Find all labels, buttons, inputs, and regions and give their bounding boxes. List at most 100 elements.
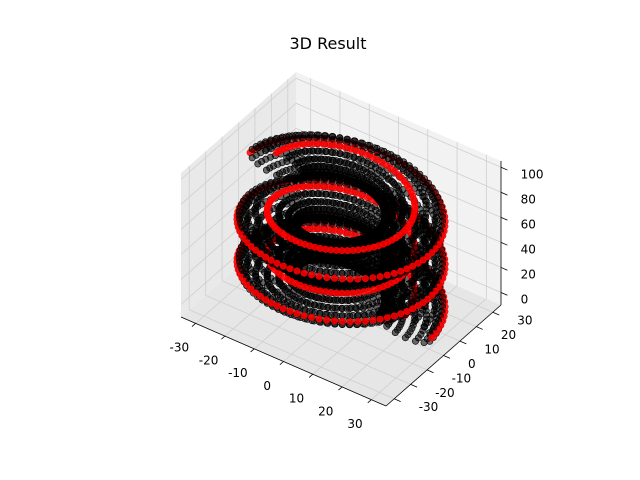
point-black: [415, 173, 423, 181]
point-black: [394, 161, 402, 169]
point-black: [384, 155, 392, 163]
point-red: [376, 315, 384, 323]
point-black: [310, 258, 318, 266]
point-red: [308, 313, 316, 321]
point-black: [359, 304, 367, 312]
point-red: [267, 299, 275, 307]
point-red: [361, 274, 369, 282]
point-black: [290, 295, 298, 303]
grid-y-floor: [205, 294, 411, 385]
point-black: [299, 172, 307, 180]
point-black: [290, 253, 298, 261]
point-red: [330, 274, 338, 282]
point-red: [279, 305, 287, 313]
point-black: [291, 160, 299, 168]
point-red: [369, 274, 377, 282]
point-red: [330, 317, 338, 325]
point-black: [338, 297, 346, 305]
point-black: [297, 255, 305, 263]
point-red: [323, 273, 331, 281]
y-tick-mark: [426, 369, 434, 374]
point-red: [256, 292, 264, 300]
point-black: [303, 257, 311, 265]
z-tick-label: 20: [521, 268, 536, 282]
y-tick-mark: [459, 340, 467, 345]
point-black: [361, 144, 369, 152]
x-tick-mark: [221, 335, 226, 340]
point-black: [357, 253, 365, 261]
point-black: [305, 134, 313, 142]
x-tick-label: -10: [228, 366, 248, 380]
x-tick-mark: [338, 386, 343, 391]
point-black: [301, 248, 309, 256]
point-black: [303, 299, 311, 307]
point-black: [313, 294, 321, 302]
point-black: [391, 328, 399, 336]
point-red: [419, 299, 427, 307]
point-black: [262, 145, 270, 153]
point-red: [279, 262, 287, 270]
z-tick-label: 80: [521, 192, 536, 206]
point-red: [428, 334, 436, 342]
point-black: [369, 252, 377, 260]
x-tick-label: 0: [263, 379, 271, 393]
point-black: [382, 308, 390, 316]
point-black: [278, 291, 286, 299]
point-red: [346, 275, 354, 283]
point-black: [373, 260, 381, 268]
point-black: [248, 145, 256, 153]
point-black: [352, 262, 360, 270]
x-tick-label: -30: [169, 341, 189, 355]
point-black: [291, 176, 299, 184]
data-points: [233, 131, 449, 346]
y-tick-label: -10: [452, 371, 472, 385]
point-black: [317, 302, 325, 310]
point-red: [376, 273, 384, 281]
point-black: [411, 337, 419, 345]
point-black: [319, 252, 327, 260]
point-black: [351, 254, 359, 262]
z-tick-mark: [500, 292, 508, 296]
z-tick-label: 60: [521, 218, 536, 232]
point-black: [389, 264, 397, 272]
point-black: [375, 250, 383, 258]
point-black: [367, 146, 375, 154]
point-red: [414, 259, 422, 267]
point-black: [317, 260, 325, 268]
y-tick-mark: [476, 326, 483, 330]
grid-z-back: [295, 77, 502, 168]
point-red: [390, 312, 398, 320]
point-red: [360, 245, 368, 253]
point-black: [411, 316, 419, 324]
point-red: [397, 310, 405, 318]
point-red: [338, 317, 346, 325]
z-tick-label: 0: [521, 293, 529, 307]
y-tick-label: 20: [501, 328, 516, 342]
point-red: [409, 305, 417, 313]
x-tick-mark: [191, 323, 196, 327]
point-black: [284, 251, 292, 259]
point-red: [360, 288, 368, 296]
point-black: [356, 240, 364, 248]
grid-z-left: [180, 77, 297, 180]
point-black: [297, 298, 305, 306]
point-red: [273, 149, 281, 157]
point-red: [338, 275, 346, 283]
point-black: [392, 255, 400, 263]
point-black: [283, 154, 291, 162]
x-tick-mark: [367, 399, 372, 404]
point-black: [325, 296, 333, 304]
point-black: [307, 250, 315, 258]
point-black: [375, 293, 383, 301]
point-red: [315, 272, 323, 280]
z-tick-mark: [500, 267, 508, 271]
x-tick-label: 20: [318, 404, 333, 418]
point-black: [254, 160, 262, 168]
point-black: [324, 261, 332, 269]
y-tick-mark: [443, 355, 451, 359]
point-black: [357, 296, 365, 304]
point-red: [256, 250, 264, 258]
point-red: [383, 271, 391, 279]
point-red: [273, 302, 281, 310]
